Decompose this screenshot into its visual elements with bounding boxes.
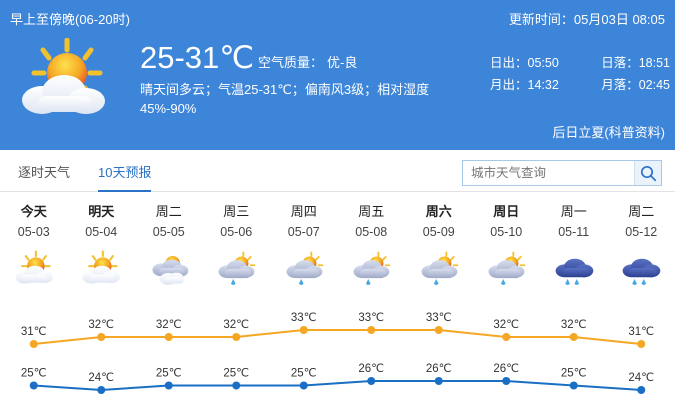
forecast-day-column[interactable]: 周二 05-12 (608, 192, 675, 288)
forecast-day-date: 05-03 (17, 225, 50, 239)
forecast-day-column[interactable]: 周日 05-10 (473, 192, 541, 288)
air-quality-value: 优-良 (327, 55, 358, 70)
tab-10-day-forecast[interactable]: 10天预报 (98, 162, 152, 192)
svg-text:26℃: 26℃ (493, 363, 519, 375)
forecast-day-column[interactable]: 周三 05-06 (203, 192, 271, 288)
forecast-day-date: 05-05 (152, 225, 185, 239)
svg-text:26℃: 26℃ (358, 363, 384, 375)
forecast-day-date: 05-11 (558, 225, 590, 239)
forecast-day-date: 05-08 (355, 225, 388, 239)
sun-cloud-rain-icon (405, 248, 473, 288)
sunset-time: 日落：18:51 (601, 56, 670, 70)
svg-text:32℃: 32℃ (223, 319, 249, 331)
update-time-label: 更新时间：05月03日 08:05 (508, 12, 665, 27)
svg-text:33℃: 33℃ (426, 312, 452, 324)
forecast-day-date: 05-10 (490, 225, 523, 239)
forecast-day-column[interactable]: 周一 05-11 (540, 192, 608, 288)
forecast-day-name: 周二 (155, 204, 182, 219)
sun-cloud-rain-icon (203, 248, 271, 288)
forecast-day-column[interactable]: 今天 05-03 (0, 192, 68, 288)
forecast-day-name: 周五 (358, 204, 385, 219)
svg-text:33℃: 33℃ (358, 312, 384, 324)
weather-header: 早上至傍晚(06-20时) 更新时间：05月03日 08:05 (0, 0, 675, 150)
svg-text:32℃: 32℃ (156, 319, 182, 331)
svg-text:32℃: 32℃ (561, 319, 587, 331)
solar-term-link[interactable]: 后日立夏(科普资料) (552, 125, 665, 140)
air-quality: 空气质量： 优-良 (258, 52, 357, 71)
forecast-day-column[interactable]: 周六 05-09 (405, 192, 473, 288)
svg-text:26℃: 26℃ (426, 363, 452, 375)
svg-text:32℃: 32℃ (88, 319, 114, 331)
svg-text:25℃: 25℃ (223, 368, 249, 380)
rain-cloud-icon (608, 248, 675, 288)
weather-description: 晴天间多云；气温25-31℃；偏南风3级；相对湿度45%-90% (140, 82, 430, 116)
sun-behind-cloud-icon (68, 248, 136, 288)
svg-text:25℃: 25℃ (291, 368, 317, 380)
sun-behind-cloud-icon (0, 248, 68, 288)
svg-text:31℃: 31℃ (21, 326, 47, 338)
svg-text:25℃: 25℃ (21, 368, 47, 380)
forecast-day-name: 今天 (20, 204, 47, 219)
svg-text:25℃: 25℃ (156, 368, 182, 380)
svg-text:24℃: 24℃ (88, 372, 114, 384)
search-button[interactable] (634, 161, 661, 185)
city-search-box[interactable] (462, 160, 662, 186)
sun-behind-cloud-icon (12, 38, 117, 116)
temperature-chart: 31℃ 32℃ 32℃ 32℃ 33℃ 33℃ 33℃ 32℃ 32℃ 31℃ 25℃ 24℃ 25℃ 2… (0, 310, 675, 409)
forecast-day-name: 周一 (560, 204, 587, 219)
forecast-day-column[interactable]: 周五 05-08 (338, 192, 406, 288)
sun-cloud-rain-icon (338, 248, 406, 288)
forecast-day-name: 周二 (628, 204, 655, 219)
air-quality-label: 空气质量： (258, 55, 324, 70)
forecast-day-column[interactable]: 明天 05-04 (68, 192, 136, 288)
forecast-day-name: 周日 (493, 204, 520, 219)
svg-text:31℃: 31℃ (628, 326, 654, 338)
cloudy-icon (135, 248, 203, 288)
forecast-day-date: 05-07 (287, 225, 320, 239)
forecast-day-column[interactable]: 周二 05-05 (135, 192, 203, 288)
forecast-day-date: 05-04 (85, 225, 118, 239)
tab-hourly-weather[interactable]: 逐时天气 (18, 165, 71, 180)
forecast-day-date: 05-06 (220, 225, 253, 239)
svg-text:25℃: 25℃ (561, 368, 587, 380)
search-input[interactable] (463, 161, 634, 185)
sun-cloud-rain-icon (270, 248, 338, 288)
forecast-day-date: 05-12 (625, 225, 658, 239)
forecast-day-name: 周四 (290, 204, 317, 219)
sun-moon-times: 日出：05:50 日落：18:51 月出：14:32 月落：02:45 (490, 52, 670, 96)
sun-cloud-rain-icon (473, 248, 541, 288)
forecast-day-column[interactable]: 周四 05-07 (270, 192, 338, 288)
forecast-day-name: 明天 (88, 204, 115, 219)
moonrise-time: 月出：14:32 (490, 78, 559, 92)
forecast-day-date: 05-09 (422, 225, 455, 239)
current-temperature-range: 25-31℃ (140, 40, 255, 75)
sunrise-time: 日出：05:50 (490, 56, 559, 70)
svg-text:32℃: 32℃ (493, 319, 519, 331)
period-label: 早上至傍晚(06-20时) (10, 12, 130, 27)
forecast-columns: 今天 05-03 明天 05-04 (0, 192, 675, 409)
svg-text:24℃: 24℃ (628, 372, 654, 384)
forecast-day-name: 周六 (425, 204, 452, 219)
moonset-time: 月落：02:45 (601, 78, 670, 92)
svg-text:33℃: 33℃ (291, 312, 317, 324)
search-icon (640, 165, 656, 181)
rain-cloud-icon (540, 248, 608, 288)
forecast-day-name: 周三 (223, 204, 250, 219)
